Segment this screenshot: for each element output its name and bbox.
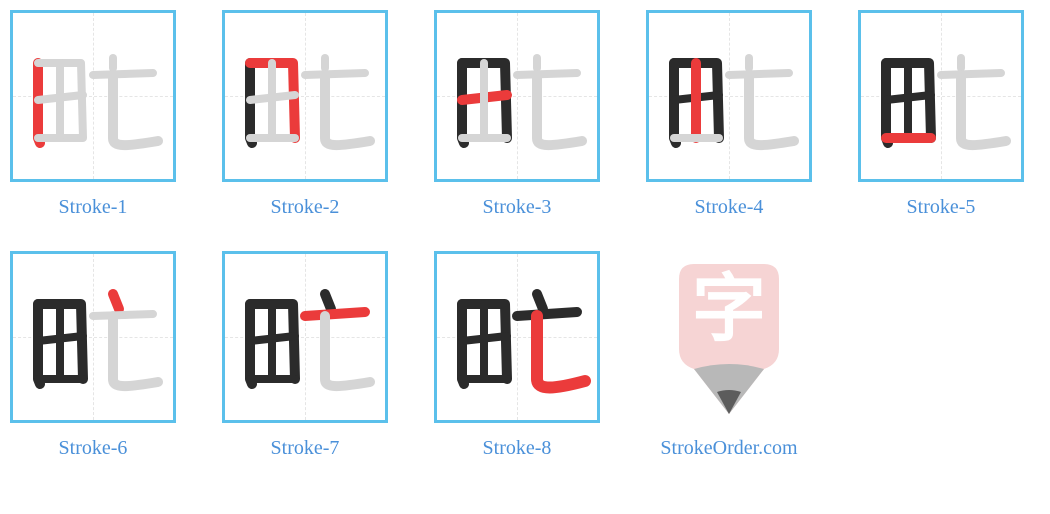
stroke-box (858, 10, 1024, 182)
stroke-cell: Stroke-3 (434, 10, 600, 219)
logo-badge: 字 (646, 251, 812, 423)
character-s1 (13, 13, 173, 179)
stroke-box (434, 10, 600, 182)
stroke-cell: Stroke-8 (434, 251, 600, 460)
character-s4 (649, 13, 809, 179)
stroke-box (222, 10, 388, 182)
stroke-cell: Stroke-2 (222, 10, 388, 219)
stroke-cell: Stroke-4 (646, 10, 812, 219)
character-s3 (437, 13, 597, 179)
stroke-caption: Stroke-6 (59, 437, 128, 460)
stroke-caption: Stroke-8 (483, 437, 552, 460)
stroke-caption: Stroke-2 (271, 196, 340, 219)
character-s6 (13, 254, 173, 420)
stroke-caption: Stroke-5 (907, 196, 976, 219)
character-s8 (437, 254, 597, 420)
logo-icon: 字 (649, 254, 809, 420)
stroke-caption: Stroke-1 (59, 196, 128, 219)
stroke-cell: Stroke-7 (222, 251, 388, 460)
character-s5 (861, 13, 1021, 179)
logo-cell: 字 StrokeOrder.com (646, 251, 812, 460)
character-s7 (225, 254, 385, 420)
stroke-box (10, 251, 176, 423)
stroke-box (434, 251, 600, 423)
stroke-cell: Stroke-6 (10, 251, 176, 460)
stroke-caption: Stroke-3 (483, 196, 552, 219)
stroke-cell: Stroke-5 (858, 10, 1024, 219)
svg-text:字: 字 (692, 267, 766, 350)
stroke-cell: Stroke-1 (10, 10, 176, 219)
character-s2 (225, 13, 385, 179)
stroke-caption: Stroke-7 (271, 437, 340, 460)
stroke-box (10, 10, 176, 182)
stroke-caption: Stroke-4 (695, 196, 764, 219)
logo-caption: StrokeOrder.com (660, 437, 797, 460)
stroke-box (646, 10, 812, 182)
stroke-grid: Stroke-1 Stroke-2 Stroke-3 Stroke-4 Stroke-5… (10, 10, 1040, 460)
stroke-box (222, 251, 388, 423)
